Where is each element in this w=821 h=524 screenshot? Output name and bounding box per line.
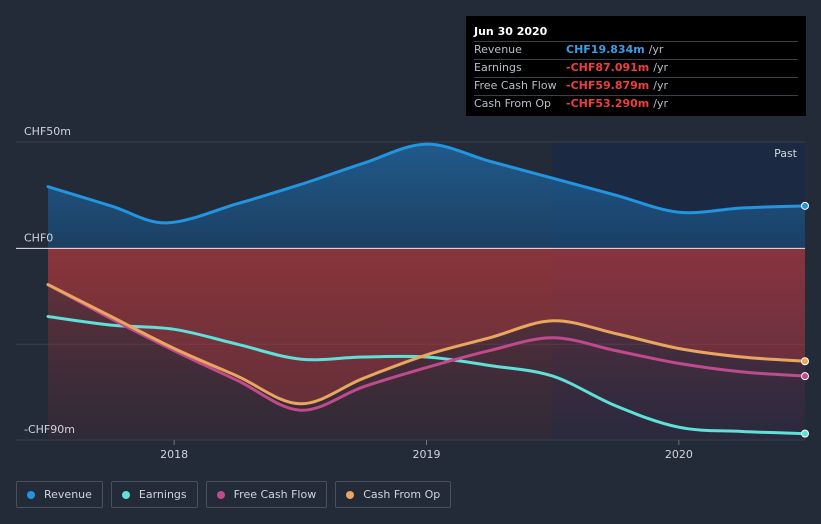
negative-area [48, 248, 805, 439]
legend-item-revenue[interactable]: Revenue [16, 481, 103, 508]
tooltip-row-value: CHF19.834m [566, 43, 645, 56]
x-tick-label: 2020 [665, 448, 693, 461]
earnings-end-marker [801, 429, 809, 438]
tooltip-row: Revenue CHF19.834m/yr [474, 41, 798, 59]
cash-from-op-end-marker [801, 357, 809, 366]
tooltip-row-unit: /yr [653, 97, 669, 110]
tooltip-row-label: Earnings [474, 61, 522, 74]
tooltip-row-value: -CHF87.091m [566, 61, 650, 74]
x-tick-label: 2018 [160, 448, 188, 461]
revenue-end-marker [801, 201, 809, 210]
tooltip-row: Cash From Op -CHF53.290m/yr [474, 95, 798, 113]
legend-item-cash-from-op[interactable]: Cash From Op [335, 481, 452, 508]
legend-dot-icon [121, 490, 130, 499]
legend-dot-icon [216, 490, 225, 499]
cash-from-op-line [46, 283, 807, 406]
legend-label: Cash From Op [363, 488, 441, 501]
legend-label: Earnings [138, 488, 187, 501]
legend-dot-icon [27, 490, 35, 499]
tooltip-date: Jun 30 2020 [474, 25, 548, 38]
free-cash-flow-end-marker [801, 372, 809, 381]
legend-item-earnings[interactable]: Earnings [110, 481, 198, 508]
x-tick-label: 2019 [413, 448, 441, 461]
tooltip-row-value: -CHF53.290m [566, 97, 650, 110]
legend-label: Free Cash Flow [233, 488, 317, 501]
y-tick-label: CHF0 [24, 231, 53, 244]
tooltip-panel: Jun 30 2020 Revenue CHF19.834m/yr Earnings… [466, 16, 806, 116]
tooltip-row-label: Cash From Op [474, 97, 552, 110]
free-cash-flow-line [46, 283, 807, 412]
tooltip-row: Earnings -CHF87.091m/yr [474, 59, 798, 77]
y-tick-label: CHF50m [24, 125, 71, 138]
tooltip-row-label: Revenue [474, 43, 522, 56]
tooltip-row-value: -CHF59.879m [566, 79, 650, 92]
earnings-line [46, 315, 807, 436]
legend-dot-icon [346, 490, 355, 499]
y-tick-label: -CHF90m [24, 423, 75, 436]
legend-label: Revenue [44, 488, 92, 501]
tooltip-row-label: Free Cash Flow [474, 79, 557, 92]
tooltip-row: Free Cash Flow -CHF59.879m/yr [474, 77, 798, 95]
revenue-line [46, 142, 807, 225]
legend: Revenue Earnings Free Cash Flow Cash From O… [16, 481, 459, 508]
tooltip-row-unit: /yr [653, 61, 669, 74]
tooltip-row-unit: /yr [653, 79, 669, 92]
tooltip-row-unit: /yr [648, 43, 664, 56]
legend-item-free-cash-flow[interactable]: Free Cash Flow [205, 481, 328, 508]
past-label: Past [774, 147, 798, 160]
revenue-area [48, 144, 805, 249]
cash-from-op-area [48, 248, 805, 404]
